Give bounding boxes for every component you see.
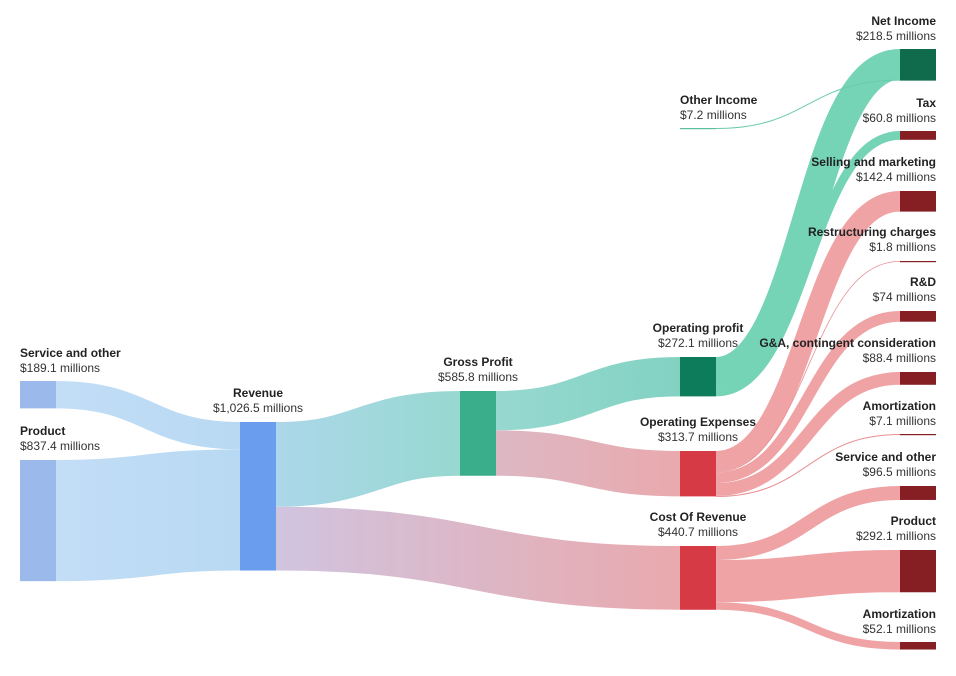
label-operating_expenses-value: $313.7 millions [658,430,738,444]
link-gross_profit-to-operating_profit [495,356,681,431]
label-tax-value: $60.8 millions [863,111,936,125]
label-amortization_opex-value: $7.1 millions [869,414,936,428]
label-product_in-value: $837.4 millions [20,439,100,453]
labels-layer: Service and other$189.1 millionsProduct$… [20,14,936,636]
label-tax-name: Tax [916,96,936,110]
label-revenue-value: $1,026.5 millions [213,401,303,415]
label-selling_marketing-value: $142.4 millions [856,170,936,184]
nodes-layer [20,49,936,650]
link-operating_expenses-to-rnd [715,311,901,484]
label-operating_profit-name: Operating profit [653,321,744,335]
link-operating_profit-to-net_income [713,49,903,388]
label-other_income-value: $7.2 millions [680,108,747,122]
node-other_income [680,128,716,130]
node-tax [900,131,936,140]
node-cost_of_revenue [680,546,716,610]
label-cost_of_revenue-value: $440.7 millions [658,525,738,539]
node-revenue [240,422,276,571]
link-operating_expenses-to-restructuring [715,261,901,473]
label-product_cost-value: $292.1 millions [856,529,936,543]
label-service_cost-value: $96.5 millions [863,465,936,479]
link-operating_expenses-to-ga [715,372,901,496]
node-rnd [900,311,936,322]
label-amortization_cost-value: $52.1 millions [863,622,936,636]
link-operating_profit-to-tax [715,131,901,397]
node-operating_profit [680,357,716,397]
node-amortization_opex [900,434,936,436]
label-selling_marketing-name: Selling and marketing [811,155,936,169]
label-net_income-value: $218.5 millions [856,29,936,43]
link-operating_expenses-to-selling_marketing [714,191,902,472]
label-gross_profit-name: Gross Profit [443,355,512,369]
label-amortization_opex-name: Amortization [863,399,936,413]
link-service_in-to-revenue [55,380,241,450]
label-product_cost-name: Product [891,514,936,528]
node-gross_profit [460,391,496,476]
label-service_in-name: Service and other [20,346,121,360]
label-service_in-value: $189.1 millions [20,361,100,375]
link-revenue-to-cost_of_revenue [275,506,681,610]
node-product_in [20,460,56,582]
label-ga-value: $88.4 millions [863,351,936,365]
label-operating_profit-value: $272.1 millions [658,336,738,350]
link-cost_of_revenue-to-product_cost [715,549,901,603]
label-rnd-value: $74 millions [873,290,936,304]
label-product_in-name: Product [20,424,65,438]
label-rnd-name: R&D [910,275,936,289]
node-restructuring [900,261,936,263]
label-ga-name: G&A, contingent consideration [759,336,936,350]
node-service_cost [900,486,936,500]
label-restructuring-value: $1.8 millions [869,240,936,254]
label-amortization_cost-name: Amortization [863,607,936,621]
node-net_income [900,49,936,81]
label-revenue-name: Revenue [233,386,283,400]
node-product_cost [900,550,936,593]
label-restructuring-name: Restructuring charges [808,225,936,239]
link-revenue-to-gross_profit [275,391,461,507]
link-product_in-to-revenue [55,449,241,582]
label-operating_expenses-name: Operating Expenses [640,415,756,429]
label-net_income-name: Net Income [871,14,936,28]
label-other_income-name: Other Income [680,93,758,107]
label-gross_profit-value: $585.8 millions [438,370,518,384]
link-other_income-to-net_income [715,79,901,130]
node-service_in [20,381,56,409]
link-operating_expenses-to-amortization_opex [715,434,901,497]
label-cost_of_revenue-name: Cost Of Revenue [650,510,747,524]
node-selling_marketing [900,191,936,212]
link-cost_of_revenue-to-service_cost [715,486,901,560]
node-operating_expenses [680,451,716,497]
links-layer [55,49,903,650]
link-cost_of_revenue-to-amortization_cost [715,602,901,650]
node-ga [900,372,936,385]
link-gross_profit-to-operating_expenses [495,430,681,497]
label-service_cost-name: Service and other [835,450,936,464]
node-amortization_cost [900,642,936,650]
